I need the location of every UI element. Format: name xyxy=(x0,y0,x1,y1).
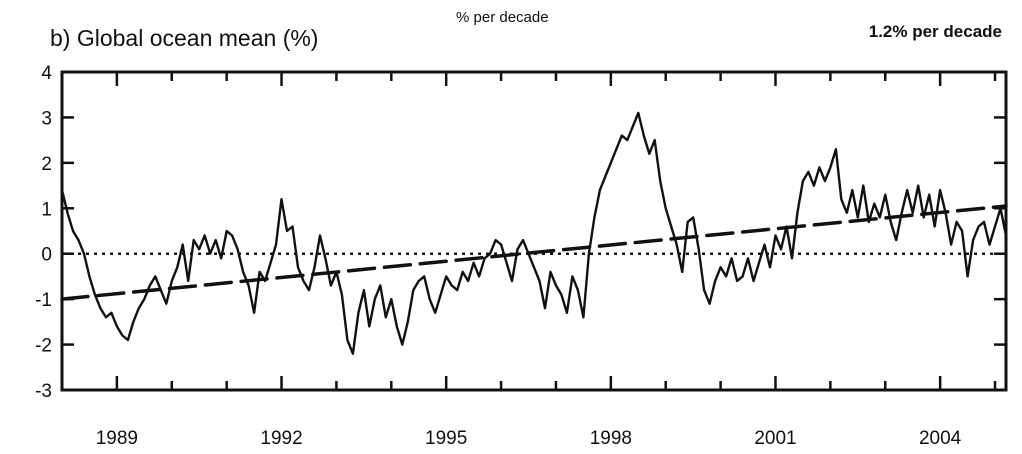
y-tick-label: 1 xyxy=(41,199,52,220)
x-tick-label: 1995 xyxy=(425,428,467,449)
y-tick-label: -1 xyxy=(35,290,52,311)
trend-line xyxy=(60,204,1008,301)
chart-subtitle: % per decade xyxy=(456,9,549,26)
y-tick-label: -2 xyxy=(35,336,52,357)
x-tick-label: 2001 xyxy=(754,428,796,449)
x-tick-label: 1989 xyxy=(96,428,138,449)
y-tick-label: 4 xyxy=(41,63,52,84)
chart-title: b) Global ocean mean (%) xyxy=(50,25,318,51)
trend-annotation: 1.2% per decade xyxy=(869,22,1002,41)
plot-frame xyxy=(60,70,1008,392)
x-tick-label: 1998 xyxy=(590,428,632,449)
y-tick-label: 3 xyxy=(41,108,52,129)
y-tick-label: 0 xyxy=(41,245,52,266)
y-tick-label: 2 xyxy=(41,154,52,175)
x-tick-label: 2004 xyxy=(919,428,962,449)
series-line xyxy=(60,111,1008,355)
x-tick-label: 1992 xyxy=(260,428,302,449)
y-axis: -3 -2 -1 0 1 2 3 4 xyxy=(35,63,1006,402)
x-axis: 1989 1992 1995 1998 2001 2004 xyxy=(60,72,997,449)
plot-area xyxy=(60,111,1008,355)
y-tick-label: -3 xyxy=(35,381,52,402)
